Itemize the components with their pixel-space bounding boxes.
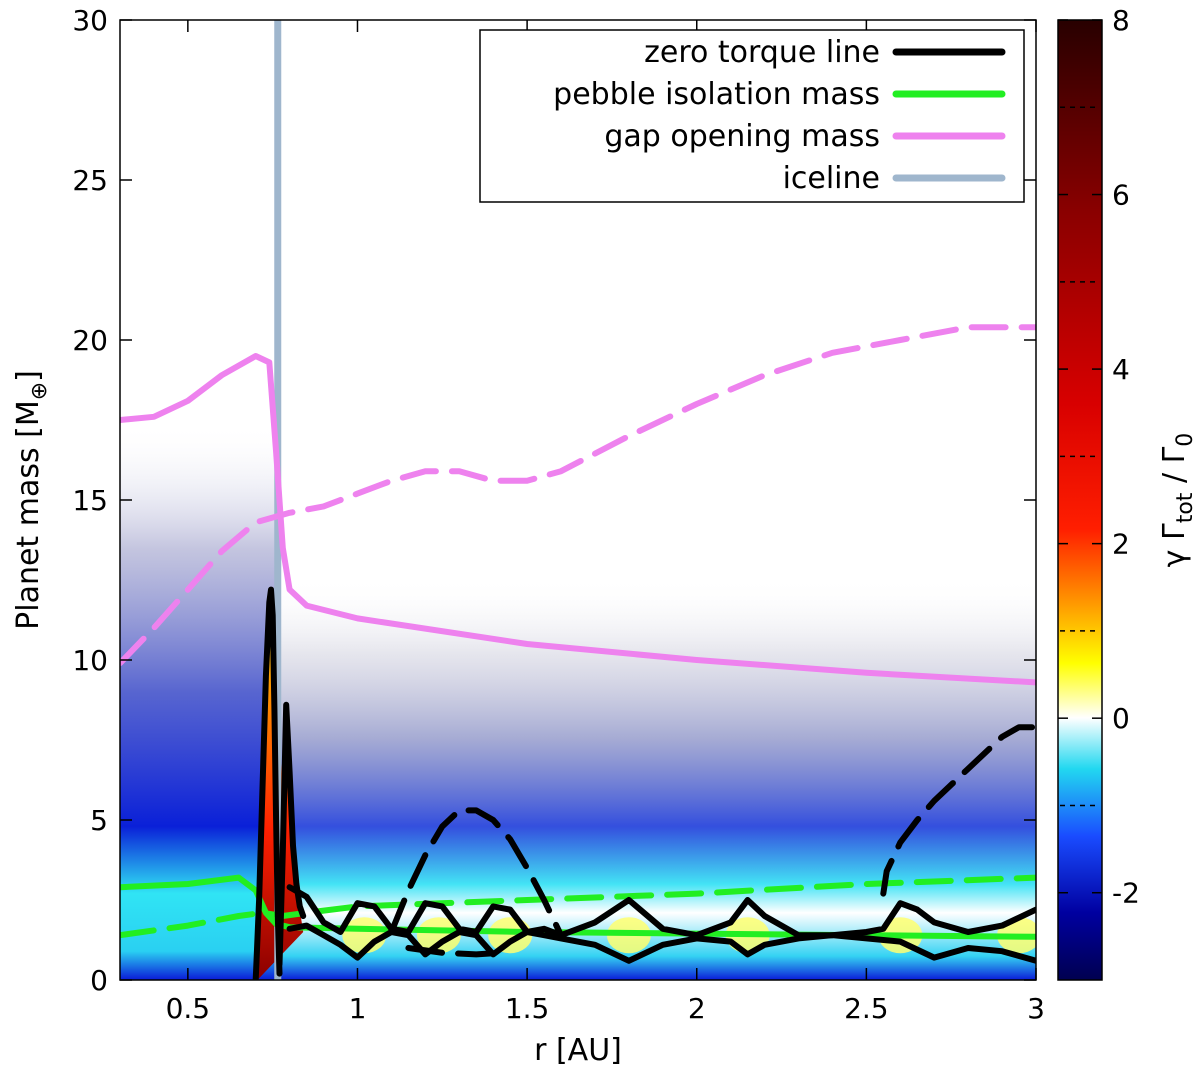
x-tick-label-4: 2.5 (844, 992, 889, 1025)
series-line-5 (276, 701, 307, 967)
series-line-7 (286, 922, 1036, 964)
y-tick-label-1: 5 (90, 804, 108, 837)
y-axis: 0 5 10 15 20 25 30 (72, 4, 1036, 997)
cb-tick-label-0: -2 (1112, 877, 1140, 910)
y-tick-label-6: 30 (72, 4, 108, 37)
series-line-10 (880, 724, 1036, 897)
y-axis-title-main: Planet mass [M (11, 400, 46, 630)
x-tick-label-2: 1.5 (505, 992, 550, 1025)
legend: zero torque line pebble isolation mass gap… (479, 29, 1025, 203)
legend-label-1: pebble isolation mass (553, 77, 880, 112)
heatmap-lobe-1 (416, 917, 461, 954)
series-line-8 (388, 807, 564, 939)
series-line-9 (405, 945, 503, 958)
x-axis: 0.5 1 1.5 2 2.5 3 (166, 20, 1045, 1025)
x-tick-label-1: 1 (349, 992, 367, 1025)
colorbar-title: γ Γtot / Γ0 (1157, 433, 1198, 568)
series-line-6 (286, 884, 1036, 939)
colorbar-ticks: -2 0 2 4 6 8 (1058, 4, 1140, 910)
colorbar-title-sub2: 0 (1173, 433, 1198, 447)
series-line-1 (120, 324, 1036, 667)
cb-tick-label-5: 8 (1112, 4, 1130, 37)
legend-label-0: zero torque line (644, 35, 880, 70)
cb-tick-label-4: 6 (1112, 179, 1130, 212)
legend-label-3: iceline (783, 161, 880, 196)
legend-label-2: gap opening mass (604, 119, 880, 154)
legend-box (479, 29, 1025, 203)
y-tick-label-3: 15 (72, 484, 108, 517)
cb-tick-label-1: 0 (1112, 702, 1130, 735)
colorbar-gradient (1057, 19, 1103, 981)
x-tick-label-0: 0.5 (166, 992, 211, 1025)
heatmap-inner-region (120, 20, 278, 980)
y-axis-title-subscript: ⊕ (27, 382, 52, 400)
cb-tick-label-3: 4 (1112, 353, 1130, 386)
series-line-3 (120, 874, 1036, 939)
series-line-4 (252, 586, 283, 980)
y-tick-label-0: 0 (90, 964, 108, 997)
series-line-0 (120, 353, 1036, 686)
y-tick-label-2: 10 (72, 644, 108, 677)
colorbar-title-sub1: tot (1173, 492, 1198, 523)
cb-tick-label-2: 2 (1112, 528, 1130, 561)
x-axis-title: r [AU] (534, 1033, 622, 1068)
y-axis-title-end: ] (11, 370, 46, 382)
y-tick-label-5: 25 (72, 164, 108, 197)
y-tick-label-4: 20 (72, 324, 108, 357)
x-tick-label-5: 3 (1027, 992, 1045, 1025)
colorbar-title-mid: / Γ (1157, 446, 1192, 492)
series-layer (120, 324, 1036, 980)
y-axis-title: Planet mass [M⊕] (11, 370, 52, 630)
x-tick-label-3: 2 (688, 992, 706, 1025)
colorbar-title-main: γ Γ (1157, 523, 1192, 567)
